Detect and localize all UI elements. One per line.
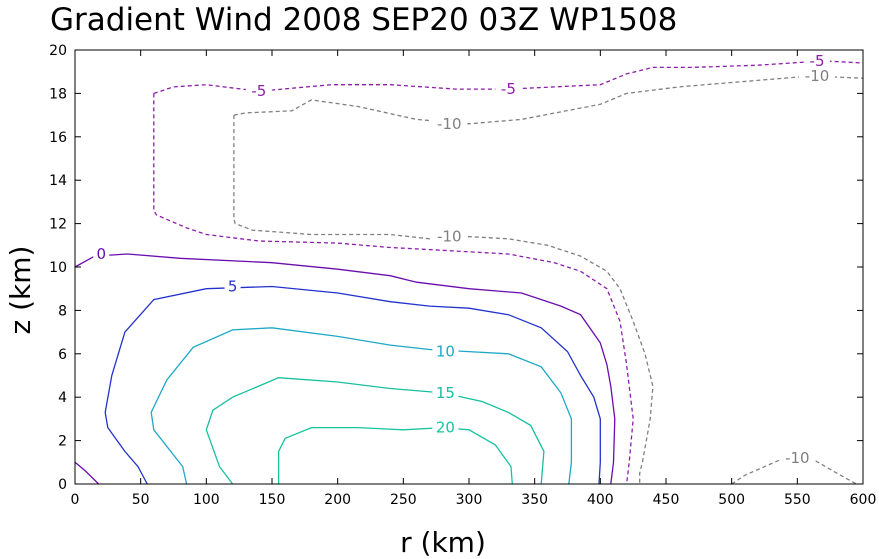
x-tick-label: 500	[718, 492, 745, 508]
contour-line-level--5-3	[153, 93, 634, 485]
contour-line-level-5-7	[104, 285, 601, 485]
contour-lines	[74, 60, 864, 485]
contour-label: 0	[96, 245, 106, 263]
contour-line-level--5-4	[153, 60, 864, 95]
contour-label: -10	[437, 228, 462, 246]
contour-label-bg	[431, 114, 468, 133]
contour-label: -5	[251, 82, 266, 100]
y-tick-label: 4	[58, 390, 67, 406]
x-tick-label: 450	[653, 492, 680, 508]
x-axis-label: r (km)	[400, 526, 486, 559]
contour-label-bg	[93, 244, 110, 263]
contour-label-bg	[224, 277, 241, 296]
y-tick-label: 8	[58, 303, 67, 319]
x-tick-label: 400	[587, 492, 614, 508]
x-tick-label: 50	[132, 492, 150, 508]
contour-label-bg	[432, 383, 459, 402]
contour-label-bg	[779, 448, 816, 467]
contour-label: -5	[810, 52, 825, 70]
contour-line-level--10-0	[233, 115, 654, 484]
contour-label: -10	[805, 67, 830, 85]
y-tick-label: 14	[49, 173, 67, 189]
x-tick-label: 0	[71, 492, 80, 508]
x-tick-label: 100	[193, 492, 220, 508]
contour-label-bg	[804, 51, 831, 70]
x-tick-label: 350	[521, 492, 548, 508]
plot-frame	[74, 49, 864, 485]
contour-label-bg	[432, 342, 459, 361]
y-tick-label: 6	[58, 347, 67, 363]
y-tick-label: 18	[49, 86, 67, 102]
y-axis-label: z (km)	[4, 246, 37, 335]
y-tick-label: 16	[49, 130, 67, 146]
contour-line-level-0-5	[74, 253, 616, 485]
y-axis-ticks: 0 2 4 6 8 10 12 14 16 18 20	[49, 43, 863, 493]
y-tick-label: 2	[58, 434, 67, 450]
x-tick-label: 550	[784, 492, 811, 508]
y-tick-label: 12	[49, 217, 67, 233]
x-tick-label: 200	[324, 492, 351, 508]
y-tick-label: 0	[58, 477, 67, 493]
contour-label: 20	[436, 419, 455, 437]
chart-title: Gradient Wind 2008 SEP20 03Z WP1508	[50, 2, 677, 38]
y-tick-label: 10	[49, 260, 67, 276]
x-tick-label: 300	[456, 492, 483, 508]
contour-line-level-15-9	[205, 377, 545, 485]
contour-label: -10	[437, 115, 462, 133]
contour-line-level-0-6	[74, 461, 100, 485]
x-tick-label: 250	[390, 492, 417, 508]
contour-label: -10	[785, 449, 810, 467]
contour-line-level-10-8	[150, 327, 573, 485]
contour-label-bg	[799, 67, 836, 86]
contour-label-bg	[245, 82, 272, 101]
contour-label-bg	[432, 418, 459, 437]
x-tick-label: 600	[850, 492, 877, 508]
contour-label: 15	[436, 384, 455, 402]
contour-line-level-20-10	[277, 426, 513, 485]
contour-label-bg	[495, 80, 522, 99]
contour-label-bg	[431, 227, 468, 246]
y-tick-label: 20	[49, 43, 67, 59]
contour-line-level--10-1	[233, 75, 864, 125]
x-axis-ticks: 0 50 100 150 200 250 300 350 400 450 500 550 600	[71, 50, 877, 508]
contour-label: 5	[228, 278, 238, 296]
x-tick-label: 150	[259, 492, 286, 508]
contour-label: 10	[436, 343, 455, 361]
contour-label: -5	[501, 80, 516, 98]
